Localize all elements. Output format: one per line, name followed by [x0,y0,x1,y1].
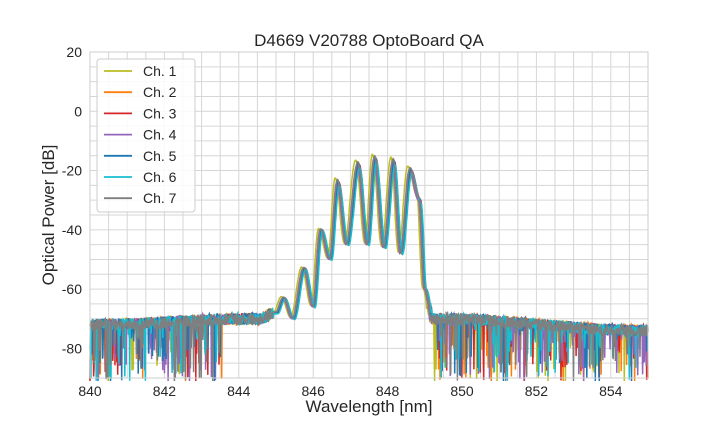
legend: Ch. 1 Ch. 2 Ch. 3 Ch. 4 Ch. 5 Ch. 6 Ch. 7 [96,58,196,213]
legend-label: Ch. 7 [143,190,177,206]
x-tick-label: 846 [302,383,326,399]
y-tick-label: -60 [62,281,82,297]
x-tick-label: 840 [78,383,102,399]
series-line-ch-7 [89,155,649,382]
x-tick-label: 848 [376,383,400,399]
x-tick-label: 844 [227,383,251,399]
x-tick-label: 854 [599,383,623,399]
plot-frame [89,51,649,379]
series-lines [89,153,649,382]
legend-label: Ch. 5 [143,148,177,164]
y-tick-label: 20 [66,44,82,60]
chart-title: D4669 V20788 OptoBoard QA [254,31,484,50]
y-tick-label: -80 [62,340,82,356]
legend-label: Ch. 6 [143,169,177,185]
legend-label: Ch. 3 [143,105,177,121]
legend-label: Ch. 4 [143,127,177,143]
y-tick-label: 0 [74,103,82,119]
x-tick-label: 852 [525,383,549,399]
legend-box [96,58,196,213]
x-tick-label: 842 [153,383,177,399]
legend-label: Ch. 2 [143,84,177,100]
x-tick-label: 850 [450,383,474,399]
y-tick-label: -20 [62,163,82,179]
legend-label: Ch. 1 [143,63,177,79]
y-axis-label: Optical Power [dB] [39,145,58,286]
y-tick-label: -40 [62,222,82,238]
x-axis-label: Wavelength [nm] [306,397,433,416]
